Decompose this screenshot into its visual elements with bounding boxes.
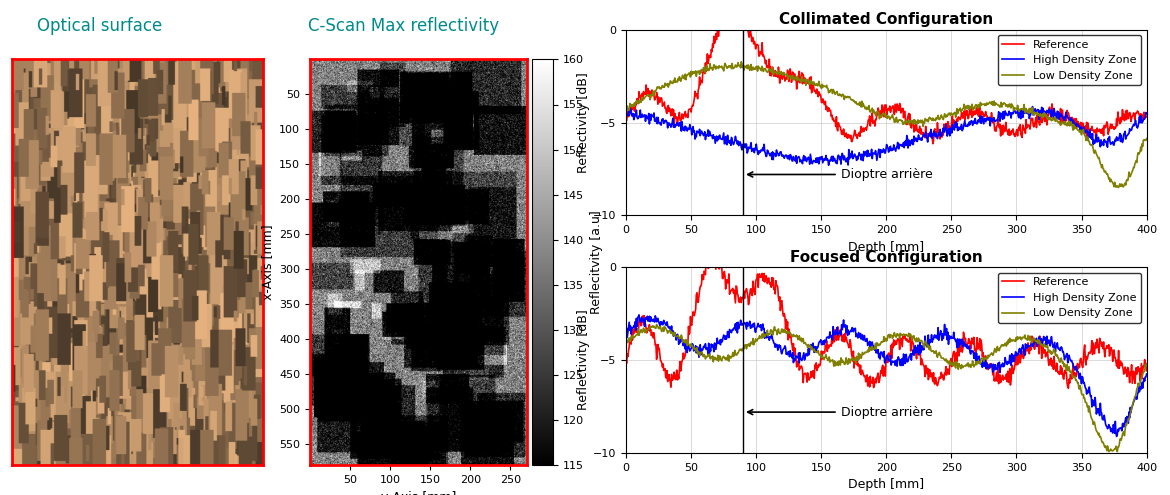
High Density Zone (1140, 110, 1154, 116)
Low Density Zone (619, 342, 633, 347)
Low Density Zone (936, 116, 950, 122)
Low Density Zone (951, 106, 965, 112)
Line: Reference: Reference (626, 20, 1147, 144)
Low Density Zone (735, 59, 749, 65)
Reference (1140, 368, 1154, 374)
Title: Collimated Configuration: Collimated Configuration (779, 12, 993, 27)
Text: Dioptre arrière: Dioptre arrière (748, 168, 932, 181)
Low Density Zone (1110, 448, 1124, 454)
High Density Zone (1068, 122, 1082, 128)
Reference (715, 17, 729, 23)
High Density Zone (619, 110, 633, 116)
Reference (922, 133, 936, 139)
Low Density Zone (951, 366, 965, 372)
High Density Zone (1109, 434, 1123, 440)
Text: C-Scan Max reflectivity: C-Scan Max reflectivity (308, 17, 500, 35)
Reference (1014, 350, 1028, 356)
High Density Zone (821, 162, 835, 168)
Low Density Zone (651, 85, 665, 91)
High Density Zone (1026, 103, 1040, 109)
Low Density Zone (922, 346, 936, 352)
X-axis label: y-Axis [mm]: y-Axis [mm] (380, 491, 456, 495)
Reference (1068, 121, 1082, 127)
High Density Zone (936, 129, 950, 135)
High Density Zone (651, 114, 665, 120)
Reference (951, 343, 965, 348)
Line: Low Density Zone: Low Density Zone (626, 325, 1147, 451)
High Density Zone (1140, 371, 1154, 377)
High Density Zone (619, 329, 633, 335)
High Density Zone (652, 319, 666, 325)
Reference (936, 372, 950, 378)
Low Density Zone (1014, 337, 1028, 343)
Low Density Zone (652, 326, 666, 332)
Reference (936, 132, 950, 138)
Reference (706, 255, 720, 261)
Y-axis label: Reflectivity [dB]: Reflectivity [dB] (577, 310, 590, 410)
Low Density Zone (1068, 374, 1082, 380)
Reference (651, 101, 665, 107)
X-axis label: Depth [mm]: Depth [mm] (848, 478, 924, 491)
High Density Zone (1014, 346, 1028, 351)
Low Density Zone (1014, 106, 1028, 112)
Low Density Zone (1112, 185, 1126, 191)
Line: High Density Zone: High Density Zone (626, 106, 1147, 165)
High Density Zone (951, 124, 965, 130)
Reference (952, 114, 966, 120)
Legend: Reference, High Density Zone, Low Density Zone: Reference, High Density Zone, Low Densit… (998, 273, 1141, 323)
Reference (1068, 373, 1082, 379)
Y-axis label: Reflectivity [dB]: Reflectivity [dB] (577, 72, 590, 173)
Low Density Zone (922, 115, 936, 121)
High Density Zone (1014, 106, 1028, 112)
Y-axis label: x-Axis [mm]: x-Axis [mm] (261, 225, 274, 300)
Line: Reference: Reference (626, 258, 1147, 389)
X-axis label: Depth [mm]: Depth [mm] (848, 241, 924, 253)
Low Density Zone (649, 322, 663, 328)
Low Density Zone (1068, 124, 1082, 130)
Reference (619, 117, 633, 123)
Low Density Zone (1140, 360, 1154, 366)
Reference (1061, 386, 1075, 392)
Reference (925, 141, 940, 147)
High Density Zone (922, 345, 936, 350)
High Density Zone (1068, 367, 1082, 373)
Legend: Reference, High Density Zone, Low Density Zone: Reference, High Density Zone, Low Densit… (998, 35, 1141, 85)
Reference (1140, 114, 1154, 120)
Title: Focused Configuration: Focused Configuration (790, 250, 983, 265)
Text: Dioptre arrière: Dioptre arrière (748, 405, 932, 419)
High Density Zone (922, 132, 936, 138)
High Density Zone (951, 340, 965, 346)
Text: Optical surface: Optical surface (36, 17, 163, 35)
Low Density Zone (936, 355, 950, 361)
Reference (651, 342, 665, 347)
Reference (922, 374, 936, 380)
High Density Zone (936, 331, 950, 337)
Low Density Zone (1140, 136, 1154, 142)
Line: High Density Zone: High Density Zone (626, 315, 1147, 437)
Reference (1016, 135, 1030, 141)
Line: Low Density Zone: Low Density Zone (626, 62, 1147, 188)
Y-axis label: Reflecitvity [a.u]: Reflecitvity [a.u] (590, 210, 603, 314)
Reference (619, 354, 633, 360)
High Density Zone (632, 312, 646, 318)
Low Density Zone (619, 107, 633, 113)
